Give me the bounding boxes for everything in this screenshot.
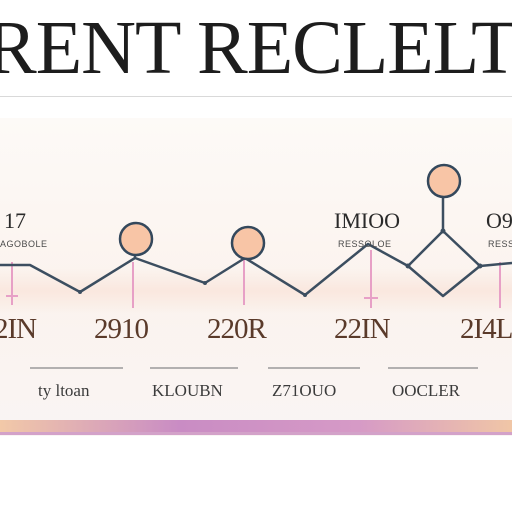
- title-divider: [0, 96, 512, 97]
- board-bottom-bar: [0, 420, 512, 434]
- year-label: 2910: [94, 313, 149, 345]
- board-bottom-line: [0, 432, 512, 435]
- board-highlight: [0, 268, 512, 314]
- annotation-big: 17: [4, 208, 26, 233]
- timeline-nodes: [118, 163, 462, 261]
- annotation-small: RESSES: [488, 239, 512, 249]
- timeline-line: [0, 229, 512, 297]
- timeline-node: [426, 163, 462, 199]
- joint-dot: [203, 281, 207, 285]
- caption-label: KLOUBN: [152, 381, 223, 400]
- annotation-small: AGOBOLE: [0, 239, 48, 249]
- caption-label: OOCLER: [392, 381, 461, 400]
- tick-markers: [6, 250, 501, 308]
- joint-dot: [405, 263, 411, 269]
- timeline-node: [230, 225, 266, 261]
- joint-dot: [440, 228, 446, 234]
- annotation-big: O90: [486, 208, 512, 233]
- joint-dots: [78, 228, 483, 297]
- joint-dot: [78, 290, 82, 294]
- annotation-big: IMIOO: [334, 208, 400, 233]
- year-label: 2I4L: [460, 313, 512, 345]
- year-label: 2IN: [0, 313, 37, 345]
- timeline-node: [118, 221, 154, 257]
- year-label: 22IN: [334, 313, 391, 345]
- caption-label: ty ltoan: [38, 381, 90, 400]
- annotation-small: RESSOLOE: [338, 239, 392, 249]
- joint-dot: [477, 263, 483, 269]
- year-label: 220R: [207, 313, 268, 345]
- page-title: RENT RECLELT: [0, 8, 512, 88]
- timeline-loop: [407, 265, 481, 298]
- joint-dot: [303, 293, 307, 297]
- caption-label: Z71OUO: [272, 381, 336, 400]
